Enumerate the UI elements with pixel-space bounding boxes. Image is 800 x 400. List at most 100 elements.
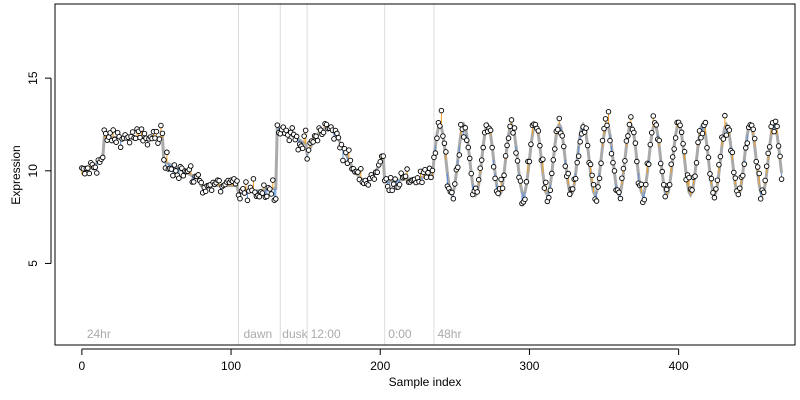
data-point <box>634 158 640 165</box>
data-point <box>502 153 509 159</box>
data-point <box>126 139 133 146</box>
data-point <box>499 185 506 191</box>
data-point <box>540 156 546 163</box>
data-point <box>574 159 580 166</box>
data-point <box>176 175 182 181</box>
data-point <box>301 133 307 139</box>
data-point <box>241 190 248 196</box>
data-point <box>750 126 756 133</box>
data-point <box>711 194 718 201</box>
data-point <box>535 128 542 134</box>
data-point <box>346 147 352 153</box>
phase-label: dusk <box>282 327 308 341</box>
data-point <box>666 182 673 188</box>
data-point <box>577 139 583 145</box>
data-point <box>404 166 410 172</box>
data-point <box>286 137 292 144</box>
data-point <box>507 123 513 130</box>
data-point <box>86 170 93 177</box>
data-point <box>528 141 534 148</box>
data-point <box>85 165 91 171</box>
data-point <box>508 117 515 123</box>
data-point <box>620 165 627 172</box>
data-point <box>377 158 383 165</box>
data-point <box>716 161 722 168</box>
data-point <box>702 119 709 126</box>
data-point <box>492 175 498 182</box>
data-point <box>514 158 521 164</box>
data-point <box>190 179 197 185</box>
data-point <box>159 130 166 137</box>
data-point <box>440 133 446 139</box>
data-point <box>458 121 464 128</box>
data-point <box>467 155 473 162</box>
data-point <box>170 172 176 179</box>
data-point <box>168 166 175 172</box>
data-point <box>626 121 633 128</box>
data-point <box>575 153 582 159</box>
data-point <box>389 187 395 194</box>
data-point <box>556 115 563 122</box>
data-point <box>480 144 486 151</box>
data-point <box>589 172 595 179</box>
y-tick-label: 15 <box>26 71 40 85</box>
data-point <box>487 127 494 134</box>
data-point <box>423 174 430 180</box>
x-tick-label: 300 <box>519 359 539 373</box>
data-point <box>714 177 721 183</box>
data-point <box>117 144 124 151</box>
data-point <box>283 127 290 134</box>
data-point <box>686 174 692 181</box>
data-point <box>543 179 549 186</box>
data-point <box>452 181 458 187</box>
data-point <box>293 133 300 140</box>
data-point <box>659 168 665 175</box>
data-point <box>402 173 409 180</box>
data-point <box>681 148 688 155</box>
data-point <box>468 170 475 177</box>
data-point <box>646 161 652 168</box>
data-point <box>650 113 657 119</box>
data-point <box>261 182 267 188</box>
data-point <box>753 158 759 165</box>
data-point <box>643 181 649 188</box>
data-point <box>565 170 571 177</box>
data-point <box>475 176 482 183</box>
data-point <box>464 137 470 144</box>
data-point <box>208 187 215 193</box>
data-point <box>437 123 443 129</box>
data-point <box>723 132 730 138</box>
data-point <box>660 182 667 188</box>
phase-label: 0:00 <box>388 327 412 341</box>
data-point <box>656 137 662 144</box>
data-point <box>692 173 698 179</box>
phase-labels: 24hr dawn dusk 12:00 0:00 48hr <box>87 327 462 341</box>
data-point <box>441 140 448 146</box>
data-point <box>495 190 501 197</box>
data-point <box>705 154 712 161</box>
data-point <box>671 146 677 152</box>
fitted-curve <box>80 121 784 198</box>
fitted-line <box>80 121 784 198</box>
data-point <box>432 150 439 156</box>
data-point <box>234 178 240 184</box>
data-point <box>380 153 386 159</box>
data-point <box>593 198 600 204</box>
data-point <box>331 136 337 142</box>
data-point <box>383 176 389 182</box>
x-tick-label: 0 <box>79 359 86 373</box>
data-point <box>244 197 251 204</box>
data-point <box>704 145 710 151</box>
data-point <box>726 127 733 133</box>
data-point <box>610 159 616 166</box>
data-point <box>505 135 512 141</box>
data-point <box>774 123 780 130</box>
data-point <box>757 196 764 202</box>
data-point <box>274 122 281 128</box>
data-point <box>443 149 449 155</box>
data-point <box>387 175 394 181</box>
data-point <box>371 176 378 182</box>
data-point <box>641 196 648 203</box>
data-point <box>513 150 519 156</box>
